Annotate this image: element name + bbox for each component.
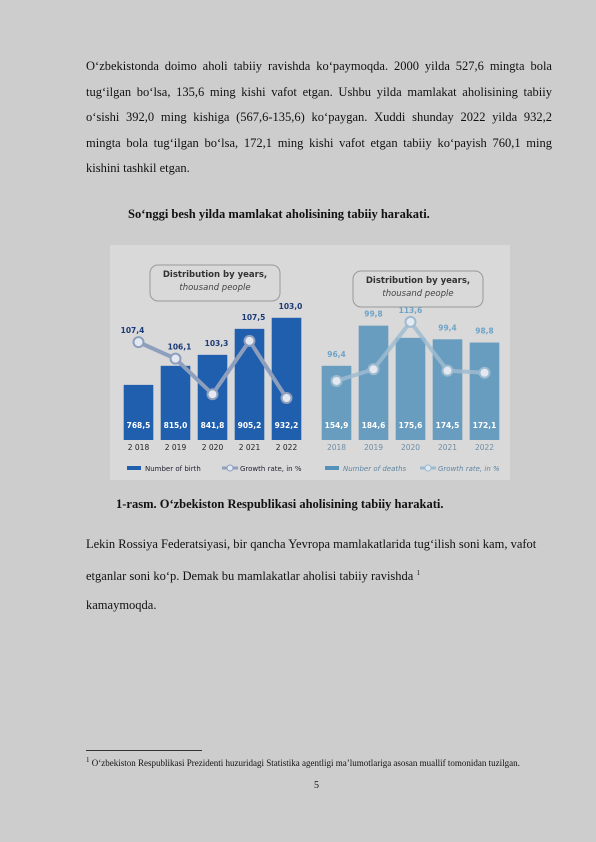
legend-label: Number of deaths xyxy=(343,465,407,473)
bar xyxy=(123,384,154,440)
bar xyxy=(234,328,265,440)
bar xyxy=(271,317,302,440)
bar xyxy=(469,342,500,440)
footnote-ref: 1 xyxy=(416,569,420,577)
x-tick-label: 2 018 xyxy=(128,443,150,452)
line-label: 107,5 xyxy=(242,313,266,322)
title-box xyxy=(149,264,281,302)
line-point xyxy=(206,388,219,401)
legend-swatch xyxy=(424,464,432,472)
chart-title: Distribution by years, xyxy=(163,270,267,280)
line-point xyxy=(367,363,380,376)
line-point xyxy=(404,315,417,328)
line-point xyxy=(169,352,182,365)
bar xyxy=(358,325,389,440)
bar-label: 154,9 xyxy=(325,421,349,430)
line-label: 106,1 xyxy=(168,343,192,352)
x-tick-label: 2019 xyxy=(364,443,383,452)
title-box xyxy=(352,270,484,308)
paragraph-text: kamaymoqda. xyxy=(86,598,157,613)
figure: Distribution by years, thousand people 2 0… xyxy=(110,245,510,480)
x-tick-label: 2020 xyxy=(401,443,420,452)
bar-label: 905,2 xyxy=(238,421,262,430)
line-point xyxy=(280,392,293,405)
legend-swatch xyxy=(226,464,234,472)
line-label: 107,4 xyxy=(121,326,145,335)
line-label: 99,4 xyxy=(438,323,457,332)
legend-swatch xyxy=(325,466,339,470)
x-tick-label: 2 021 xyxy=(239,443,261,452)
line-label: 98,8 xyxy=(475,327,494,336)
paragraph-text: Lekin Rossiya Federatsiyasi, bir qancha … xyxy=(86,537,537,584)
bar-label: 184,6 xyxy=(362,421,386,430)
bar-label: 172,1 xyxy=(473,421,497,430)
figure-heading: So‘nggi besh yilda mamlakat aholisining … xyxy=(128,207,430,221)
figure-caption: 1-rasm. O‘zbekiston Respublikasi aholisi… xyxy=(116,497,444,511)
paragraph: O‘zbekistonda doimo aholi tabiiy ravishd… xyxy=(86,59,552,175)
chart-subtitle: thousand people xyxy=(382,289,453,299)
bar xyxy=(395,337,426,440)
legend-label: Growth rate, in % xyxy=(438,465,500,473)
line-label: 103,3 xyxy=(205,339,229,348)
bar xyxy=(160,365,191,440)
footnote: 1 O‘zbekiston Respublikasi Prezidenti hu… xyxy=(86,754,536,769)
x-tick-label: 2022 xyxy=(475,443,494,452)
line-label: 96,4 xyxy=(327,350,346,359)
bar-label: 932,2 xyxy=(275,421,299,430)
x-tick-label: 2 022 xyxy=(276,443,298,452)
line-point xyxy=(441,364,454,377)
bar-label: 175,6 xyxy=(399,421,423,430)
line-point xyxy=(478,366,491,379)
legend-swatch xyxy=(127,466,141,470)
bar-label: 841,8 xyxy=(201,421,225,430)
bar-label: 174,5 xyxy=(436,421,460,430)
line-point xyxy=(132,336,145,349)
line-point xyxy=(330,374,343,387)
x-tick-label: 2021 xyxy=(438,443,457,452)
line-label: 103,0 xyxy=(279,302,303,311)
chart-subtitle: thousand people xyxy=(179,283,250,293)
x-tick-label: 2 020 xyxy=(202,443,224,452)
bar-label: 815,0 xyxy=(164,421,188,430)
line-label: 113,6 xyxy=(399,306,423,315)
x-tick-label: 2018 xyxy=(327,443,346,452)
bar-label: 768,5 xyxy=(127,421,151,430)
legend-label: Growth rate, in % xyxy=(240,465,302,473)
paragraph: Lekin Rossiya Federatsiyasi, bir qancha … xyxy=(86,530,552,620)
footnote-text: O‘zbekiston Respublikasi Prezidenti huzu… xyxy=(91,758,520,768)
page-number: 5 xyxy=(314,780,319,791)
footnote-rule xyxy=(86,750,202,751)
x-tick-label: 2 019 xyxy=(165,443,187,452)
line-point xyxy=(243,334,256,347)
chart-title: Distribution by years, xyxy=(366,276,470,286)
legend-label: Number of birth xyxy=(145,465,201,473)
footnote-marker: 1 xyxy=(86,756,90,764)
line-label: 99,8 xyxy=(364,310,383,319)
